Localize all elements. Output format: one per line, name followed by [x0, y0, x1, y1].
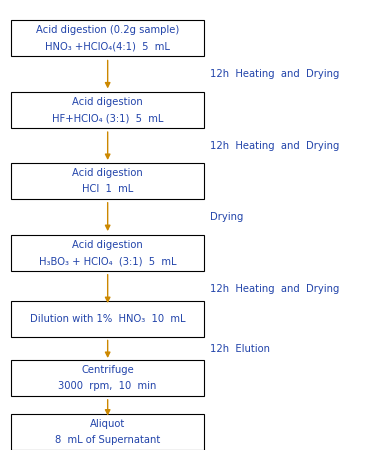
Text: 8  mL of Supernatant: 8 mL of Supernatant	[55, 435, 160, 445]
Text: Acid digestion (0.2g sample): Acid digestion (0.2g sample)	[36, 25, 179, 35]
Text: 12h  Heating  and  Drying: 12h Heating and Drying	[210, 141, 339, 151]
Text: Dilution with 1%  HNO₃  10  mL: Dilution with 1% HNO₃ 10 mL	[30, 314, 185, 324]
FancyBboxPatch shape	[11, 414, 204, 450]
FancyBboxPatch shape	[11, 301, 204, 337]
Text: 12h  Elution: 12h Elution	[210, 344, 270, 354]
FancyBboxPatch shape	[11, 235, 204, 271]
FancyBboxPatch shape	[11, 20, 204, 56]
FancyBboxPatch shape	[11, 360, 204, 396]
FancyBboxPatch shape	[11, 163, 204, 199]
Text: 12h  Heating  and  Drying: 12h Heating and Drying	[210, 69, 339, 80]
FancyBboxPatch shape	[11, 92, 204, 128]
Text: 12h  Heating  and  Drying: 12h Heating and Drying	[210, 284, 339, 294]
Text: HF+HClO₄ (3:1)  5  mL: HF+HClO₄ (3:1) 5 mL	[52, 113, 164, 123]
Text: Centrifuge: Centrifuge	[81, 365, 134, 375]
Text: Drying: Drying	[210, 212, 243, 222]
Text: HNO₃ +HClO₄(4:1)  5  mL: HNO₃ +HClO₄(4:1) 5 mL	[45, 41, 170, 51]
Text: H₃BO₃ + HClO₄  (3:1)  5  mL: H₃BO₃ + HClO₄ (3:1) 5 mL	[39, 256, 176, 266]
Text: Aliquot: Aliquot	[90, 419, 125, 429]
Text: Acid digestion: Acid digestion	[72, 168, 143, 178]
Text: Acid digestion: Acid digestion	[72, 97, 143, 107]
Text: Acid digestion: Acid digestion	[72, 240, 143, 250]
Text: 3000  rpm,  10  min: 3000 rpm, 10 min	[58, 381, 157, 391]
Text: HCl  1  mL: HCl 1 mL	[82, 184, 133, 194]
